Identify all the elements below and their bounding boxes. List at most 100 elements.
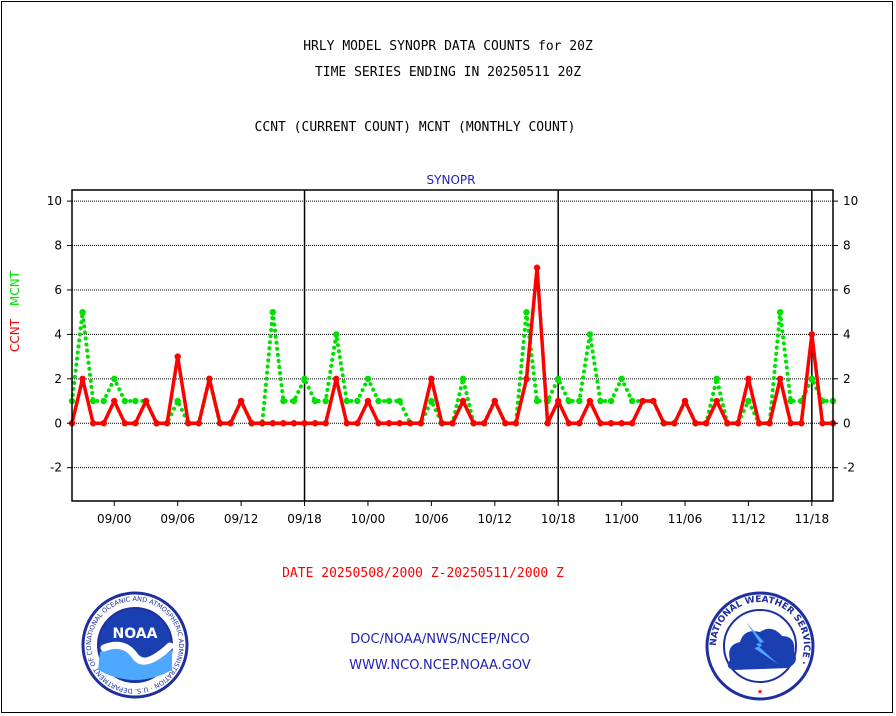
- point-ccnt: [481, 420, 488, 427]
- point-mcnt: [628, 397, 636, 405]
- point-ccnt: [650, 397, 657, 405]
- point-ccnt: [660, 420, 668, 427]
- point-mcnt: [280, 397, 287, 405]
- point-mcnt: [79, 308, 86, 316]
- point-ccnt: [491, 397, 498, 405]
- point-ccnt: [808, 331, 816, 338]
- point-mcnt: [576, 397, 583, 405]
- point-mcnt: [459, 375, 467, 383]
- website-link[interactable]: WWW.NCO.NCEP.NOAA.GOV: [349, 658, 531, 673]
- point-ccnt: [364, 397, 372, 405]
- point-ccnt: [375, 420, 382, 427]
- point-mcnt: [89, 397, 97, 405]
- point-ccnt: [512, 420, 520, 427]
- point-ccnt: [290, 420, 298, 427]
- point-ccnt: [745, 375, 752, 383]
- point-ccnt: [734, 420, 742, 427]
- org-link[interactable]: DOC/NOAA/NWS/NCEP/NCO: [350, 632, 530, 647]
- point-mcnt: [301, 375, 308, 383]
- point-ccnt: [554, 397, 562, 405]
- point-ccnt: [354, 420, 361, 427]
- xtick-label: 09/06: [160, 512, 195, 526]
- ytick-label-left: -2: [50, 461, 62, 475]
- point-ccnt: [702, 420, 710, 427]
- point-mcnt: [354, 397, 361, 405]
- noaa-logo-text: NOAA: [113, 626, 158, 642]
- xtick-label: 09/00: [97, 512, 132, 526]
- point-ccnt: [248, 420, 255, 427]
- point-ccnt: [280, 420, 287, 427]
- point-ccnt: [396, 420, 403, 427]
- point-ccnt: [227, 420, 234, 427]
- point-ccnt: [428, 375, 435, 383]
- star-icon: ★: [757, 686, 763, 697]
- point-ccnt: [185, 420, 192, 427]
- date-range: DATE 20250508/2000 Z-20250511/2000 Z: [282, 566, 564, 581]
- point-mcnt: [290, 397, 298, 405]
- point-ccnt: [713, 397, 720, 405]
- y-ticks-right: -2 0 2 4 6 8 10: [833, 194, 858, 475]
- xtick-label: 09/12: [224, 512, 259, 526]
- title-line-2: TIME SERIES ENDING IN 20250511 20Z: [314, 65, 582, 80]
- ytick-label-left: 0: [54, 416, 62, 430]
- point-ccnt: [576, 420, 583, 427]
- xtick-label: 10/12: [477, 512, 512, 526]
- point-mcnt: [132, 397, 139, 405]
- point-ccnt: [681, 397, 689, 405]
- point-mcnt: [375, 397, 382, 405]
- point-ccnt: [237, 397, 245, 405]
- point-ccnt: [565, 420, 572, 427]
- point-ccnt: [79, 375, 86, 383]
- ytick-label-left: 4: [54, 327, 62, 341]
- point-ccnt: [766, 420, 773, 427]
- point-ccnt: [607, 420, 615, 427]
- ytick-label-right: 4: [843, 327, 851, 341]
- point-mcnt: [174, 397, 181, 405]
- point-mcnt: [554, 375, 562, 383]
- xtick-label: 11/12: [731, 512, 766, 526]
- point-ccnt: [153, 420, 160, 427]
- ytick-label-left: 2: [54, 372, 62, 386]
- ylabel-mcnt: MCNT: [8, 270, 22, 306]
- day-boundaries: [303, 190, 813, 501]
- point-ccnt: [89, 420, 97, 427]
- point-ccnt: [142, 397, 150, 405]
- xtick-label: 10/18: [541, 512, 576, 526]
- point-mcnt: [597, 397, 604, 405]
- point-mcnt: [808, 375, 816, 383]
- noaa-logo: NOAA NATIONAL OCEANIC AND ATMOSPHERIC AD…: [80, 590, 189, 699]
- point-mcnt: [343, 397, 351, 405]
- point-mcnt: [787, 397, 794, 405]
- point-ccnt: [206, 375, 213, 383]
- point-ccnt: [174, 353, 181, 360]
- point-ccnt: [322, 420, 329, 427]
- point-ccnt: [163, 420, 171, 427]
- nws-logo: NATIONAL WEATHER SERVICE · ★: [705, 591, 815, 701]
- point-ccnt: [523, 375, 530, 383]
- point-mcnt: [121, 397, 129, 405]
- ylabel-ccnt: CCNT: [8, 318, 22, 352]
- point-mcnt: [523, 308, 530, 316]
- point-ccnt: [819, 420, 826, 427]
- title-line-1: HRLY MODEL SYNOPR DATA COUNTS for 20Z: [303, 39, 593, 54]
- point-ccnt: [787, 420, 794, 427]
- point-ccnt: [618, 420, 625, 427]
- point-mcnt: [269, 308, 277, 316]
- point-mcnt: [111, 375, 118, 383]
- point-ccnt: [628, 420, 636, 427]
- point-mcnt: [618, 375, 625, 383]
- point-mcnt: [533, 397, 541, 405]
- point-ccnt: [100, 420, 107, 427]
- point-ccnt: [438, 420, 446, 427]
- point-mcnt: [607, 397, 615, 405]
- point-mcnt: [364, 375, 372, 383]
- ytick-label-left: 6: [54, 283, 62, 297]
- point-mcnt: [586, 331, 594, 338]
- point-ccnt: [776, 375, 784, 383]
- point-ccnt: [417, 420, 424, 427]
- point-mcnt: [333, 331, 340, 338]
- grid-layer: [72, 200, 833, 469]
- point-ccnt: [449, 420, 456, 427]
- point-ccnt: [798, 420, 805, 427]
